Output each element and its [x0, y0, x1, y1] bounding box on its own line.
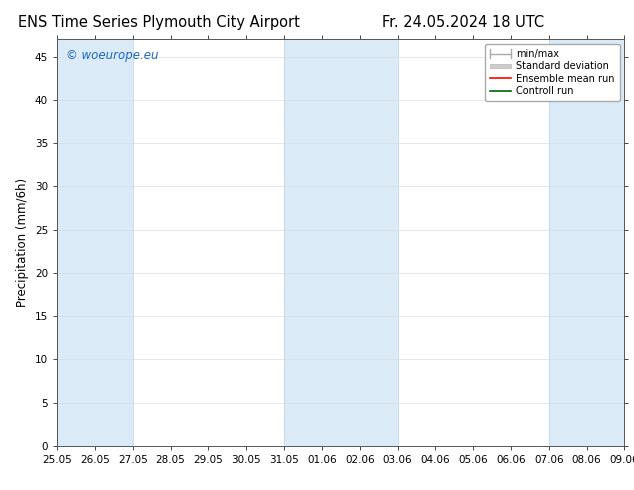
Text: Fr. 24.05.2024 18 UTC: Fr. 24.05.2024 18 UTC — [382, 15, 544, 30]
Text: ENS Time Series Plymouth City Airport: ENS Time Series Plymouth City Airport — [18, 15, 299, 30]
Bar — [284, 39, 398, 446]
Bar — [57, 39, 133, 446]
Bar — [549, 39, 634, 446]
Text: © woeurope.eu: © woeurope.eu — [65, 49, 158, 62]
Legend: min/max, Standard deviation, Ensemble mean run, Controll run: min/max, Standard deviation, Ensemble me… — [485, 44, 619, 101]
Y-axis label: Precipitation (mm/6h): Precipitation (mm/6h) — [16, 178, 29, 307]
